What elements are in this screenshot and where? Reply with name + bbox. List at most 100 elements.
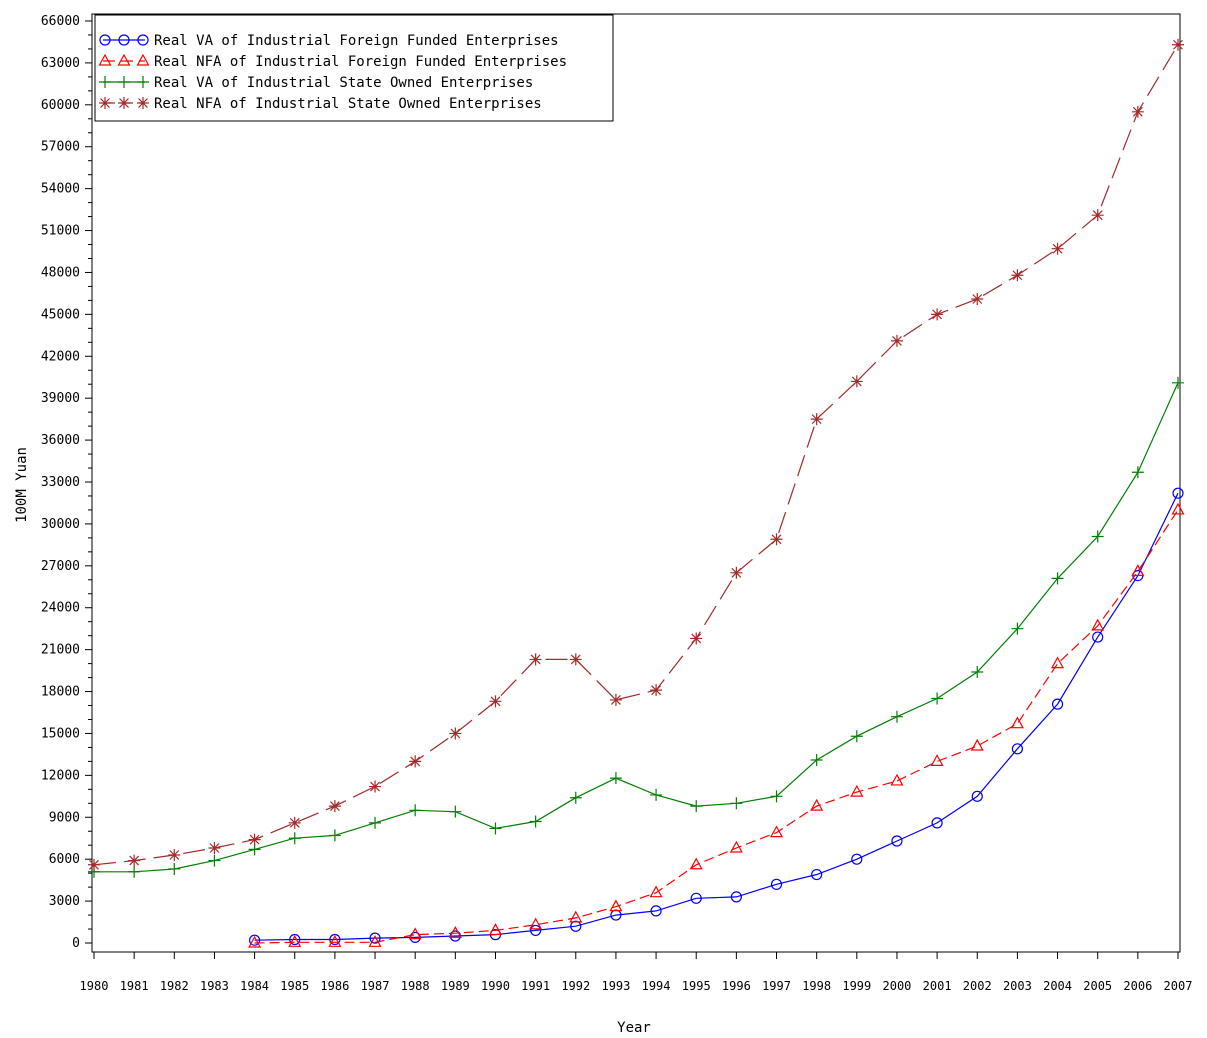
data-point	[168, 848, 181, 861]
x-tick-label: 2007	[1164, 979, 1193, 993]
data-point	[970, 738, 984, 751]
x-tick-label: 1993	[601, 979, 630, 993]
x-tick-label: 1998	[802, 979, 831, 993]
data-point	[610, 909, 622, 921]
data-point	[851, 853, 863, 865]
data-point	[208, 842, 221, 855]
y-tick-label: 30000	[41, 517, 80, 532]
y-tick-label: 66000	[41, 14, 80, 29]
x-tick-label: 1983	[200, 979, 229, 993]
data-point	[409, 804, 422, 817]
x-tick-label: 1997	[762, 979, 791, 993]
y-tick-label: 63000	[41, 56, 80, 71]
data-point	[569, 653, 582, 666]
y-tick-label: 36000	[41, 433, 80, 448]
data-point	[689, 857, 703, 870]
data-point	[569, 910, 583, 923]
legend-label: Real NFA of Industrial Foreign Funded En…	[154, 54, 567, 70]
y-tick-label: 6000	[49, 852, 80, 867]
series-line	[254, 509, 1179, 944]
data-point	[329, 933, 341, 946]
data-point	[1091, 618, 1105, 631]
data-point	[931, 817, 943, 829]
series-1	[248, 487, 1184, 946]
data-point	[1171, 502, 1185, 515]
data-point	[730, 891, 742, 903]
x-tick-label: 1985	[280, 979, 309, 993]
data-point	[288, 816, 301, 829]
data-point	[890, 710, 903, 723]
data-point	[931, 692, 944, 705]
data-point	[128, 865, 141, 878]
y-tick-label: 15000	[41, 726, 80, 741]
y-tick-label: 18000	[41, 685, 80, 700]
y-tick-label: 54000	[41, 182, 80, 197]
data-point	[328, 800, 341, 813]
legend-label: Real NFA of Industrial State Owned Enter…	[154, 96, 542, 112]
data-point	[1011, 269, 1024, 282]
data-point	[649, 885, 663, 898]
data-point	[118, 76, 130, 88]
data-point	[289, 933, 301, 946]
plot-border	[91, 13, 1181, 953]
x-tick-label: 2003	[1003, 979, 1032, 993]
data-point	[489, 695, 502, 708]
y-tick-label: 51000	[41, 224, 80, 239]
data-point	[810, 413, 823, 426]
data-point	[529, 815, 542, 828]
x-tick-label: 1999	[842, 979, 871, 993]
x-tick-label: 1994	[642, 979, 671, 993]
data-point	[1011, 743, 1024, 755]
data-point	[248, 833, 261, 846]
data-point	[137, 76, 149, 88]
x-tick-label: 1980	[80, 979, 109, 993]
data-point	[118, 97, 130, 109]
data-point	[971, 665, 984, 678]
legend-label: Real VA of Industrial Foreign Funded Ent…	[154, 33, 559, 49]
data-point	[1051, 698, 1064, 710]
y-tick-label: 39000	[41, 391, 80, 406]
data-point	[369, 816, 382, 829]
series-line	[93, 44, 1179, 866]
y-tick-label: 3000	[49, 894, 80, 909]
x-tick-label: 1990	[481, 979, 510, 993]
data-point	[288, 935, 302, 947]
data-point	[650, 788, 663, 801]
x-tick-label: 1988	[401, 979, 430, 993]
x-tick-label: 2004	[1043, 979, 1072, 993]
data-point	[1010, 716, 1024, 729]
data-point	[529, 917, 543, 930]
data-point	[328, 829, 341, 842]
data-point	[609, 899, 623, 912]
data-point	[730, 566, 743, 579]
data-point	[891, 835, 903, 847]
data-point	[529, 653, 542, 666]
y-tick-label: 60000	[41, 98, 80, 113]
data-point	[128, 854, 141, 867]
data-point	[971, 292, 984, 305]
series-line	[254, 492, 1179, 941]
data-point	[770, 825, 784, 838]
data-point	[368, 935, 382, 947]
data-point	[770, 790, 783, 803]
data-point	[118, 34, 130, 46]
y-tick-label: 45000	[41, 307, 80, 322]
data-point	[1051, 656, 1065, 669]
y-tick-label: 33000	[41, 475, 80, 490]
data-point	[609, 693, 622, 706]
data-point	[730, 797, 743, 810]
legend-box	[94, 14, 614, 122]
y-tick-label: 24000	[41, 601, 80, 616]
data-point	[117, 53, 131, 66]
data-point	[811, 868, 823, 881]
data-point	[1092, 631, 1104, 643]
data-point	[931, 308, 944, 321]
x-tick-label: 1987	[361, 979, 390, 993]
x-tick-label: 1986	[320, 979, 349, 993]
data-point	[137, 97, 149, 109]
series-2	[248, 502, 1185, 948]
data-point	[770, 878, 783, 890]
series-layer	[88, 38, 1185, 948]
data-point	[489, 822, 502, 835]
